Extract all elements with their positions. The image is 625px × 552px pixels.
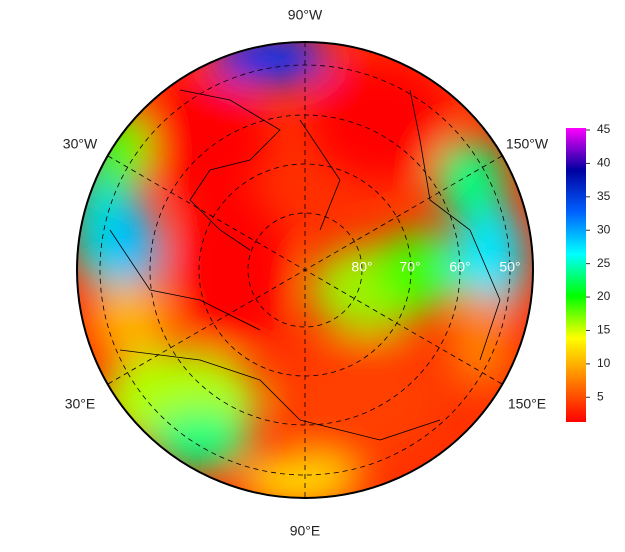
latitude-label: 50° [499, 259, 520, 275]
colorbar-tick-label: 15 [597, 323, 611, 337]
longitude-label: 30°W [63, 136, 98, 152]
colorbar-tick-label: 30 [597, 222, 611, 236]
longitude-label: 150°W [506, 136, 549, 152]
latitude-label: 80° [351, 259, 372, 275]
colorbar-tick-label: 45 [597, 122, 611, 136]
longitude-label: 90°E [290, 523, 321, 539]
latitude-label: 70° [399, 259, 420, 275]
colorbar [566, 128, 586, 422]
colorbar-tick-label: 35 [597, 189, 611, 203]
longitude-label: 30°E [65, 396, 96, 412]
map-border [76, 41, 534, 499]
colorbar-tick-label: 40 [597, 156, 611, 170]
longitude-label: 150°E [508, 396, 546, 412]
colorbar-tick-label: 5 [597, 389, 604, 403]
colorbar-tick-label: 25 [597, 256, 611, 270]
colorbar-tick-label: 20 [597, 289, 611, 303]
graticule [99, 42, 511, 498]
longitude-label: 90°W [288, 7, 323, 23]
colorbar-tick-label: 10 [597, 356, 611, 370]
latitude-label: 60° [449, 259, 470, 275]
